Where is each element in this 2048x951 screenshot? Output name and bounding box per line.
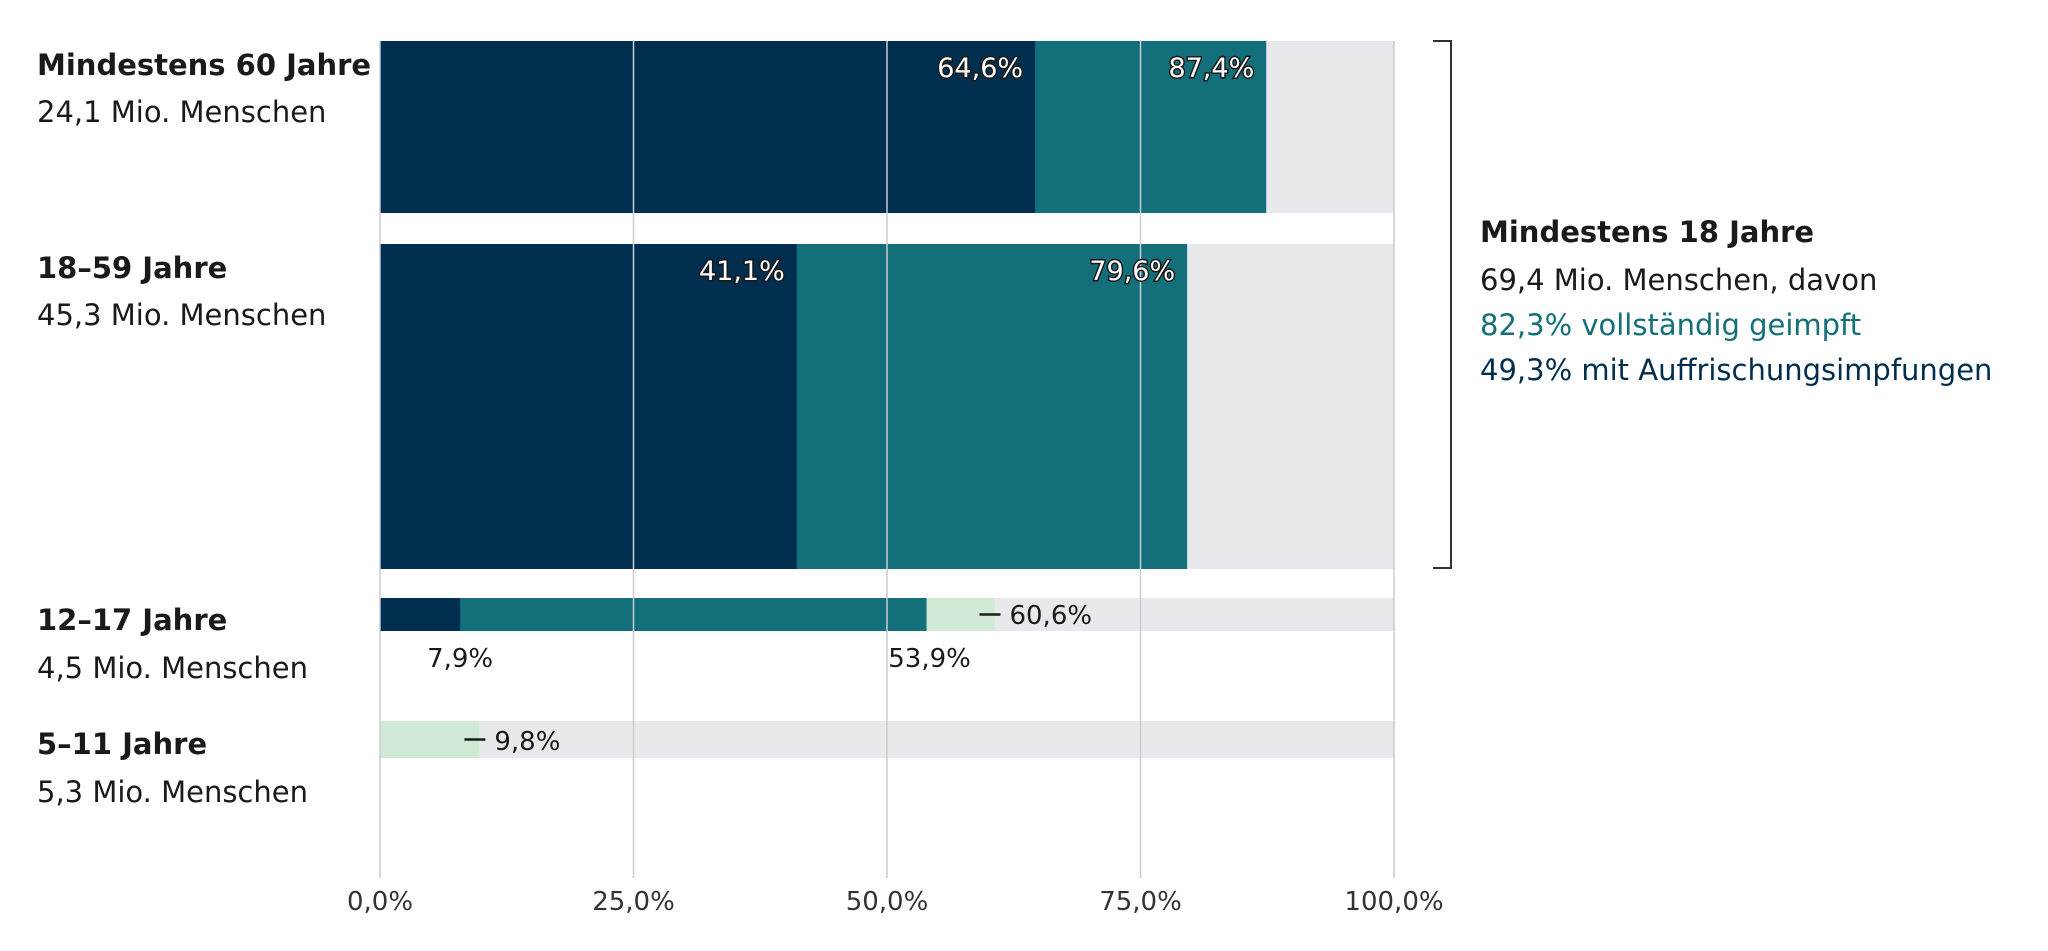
x-tick-label: 50,0% bbox=[846, 887, 929, 917]
x-tick-label: 0,0% bbox=[347, 887, 413, 917]
row-title: 18–59 Jahre bbox=[37, 251, 227, 285]
row-subtitle: 45,3 Mio. Menschen bbox=[37, 298, 326, 332]
row-title: 12–17 Jahre bbox=[37, 603, 227, 637]
grid-layer bbox=[379, 41, 1395, 878]
bar-complete bbox=[380, 598, 927, 631]
bar-booster bbox=[380, 41, 1036, 213]
complete-value-label: 87,4% bbox=[1168, 53, 1254, 84]
bar-booster bbox=[380, 244, 797, 569]
x-tick-label: 75,0% bbox=[1099, 887, 1182, 917]
bars-layer bbox=[380, 41, 1267, 758]
row-subtitle: 5,3 Mio. Menschen bbox=[37, 775, 308, 809]
row-labels-layer: Mindestens 60 Jahre 24,1 Mio. Menschen 18–… bbox=[37, 48, 371, 809]
complete-value-label: 53,9% bbox=[888, 644, 971, 674]
annotation-complete-share: 82,3% vollständig geimpft bbox=[1480, 308, 1861, 342]
row-subtitle: 24,1 Mio. Menschen bbox=[37, 95, 326, 129]
first-dose-value-label: 60,6% bbox=[1009, 601, 1092, 631]
x-tick-label: 100,0% bbox=[1344, 887, 1443, 917]
adults-annotation: Mindestens 18 Jahre 69,4 Mio. Menschen, … bbox=[1433, 40, 1992, 569]
row-title: Mindestens 60 Jahre bbox=[37, 48, 371, 82]
booster-value-label: 7,9% bbox=[427, 644, 493, 674]
annotation-booster-share: 49,3% mit Auffrischungsimpfungen bbox=[1480, 353, 1992, 387]
x-tick-label: 25,0% bbox=[592, 887, 675, 917]
annotation-title: Mindestens 18 Jahre bbox=[1480, 215, 1814, 249]
bar-booster bbox=[380, 598, 461, 631]
first-dose-value-label: 9,8% bbox=[494, 727, 560, 757]
bar-first-dose bbox=[380, 721, 480, 758]
annotation-population: 69,4 Mio. Menschen, davon bbox=[1480, 263, 1877, 297]
booster-value-label: 64,6% bbox=[937, 53, 1023, 84]
row-title: 5–11 Jahre bbox=[37, 727, 207, 761]
adults-bracket bbox=[1433, 40, 1452, 569]
booster-value-label: 41,1% bbox=[699, 256, 785, 287]
labels-layer: 64,6% 87,4% 41,1% 79,6% 7,9% 53,9% 60,6% 9,8% bbox=[427, 52, 1256, 758]
x-axis: 0,0% 25,0% 50,0% 75,0% 100,0% bbox=[347, 887, 1444, 917]
row-subtitle: 4,5 Mio. Menschen bbox=[37, 651, 308, 685]
complete-value-label: 79,6% bbox=[1089, 256, 1175, 287]
